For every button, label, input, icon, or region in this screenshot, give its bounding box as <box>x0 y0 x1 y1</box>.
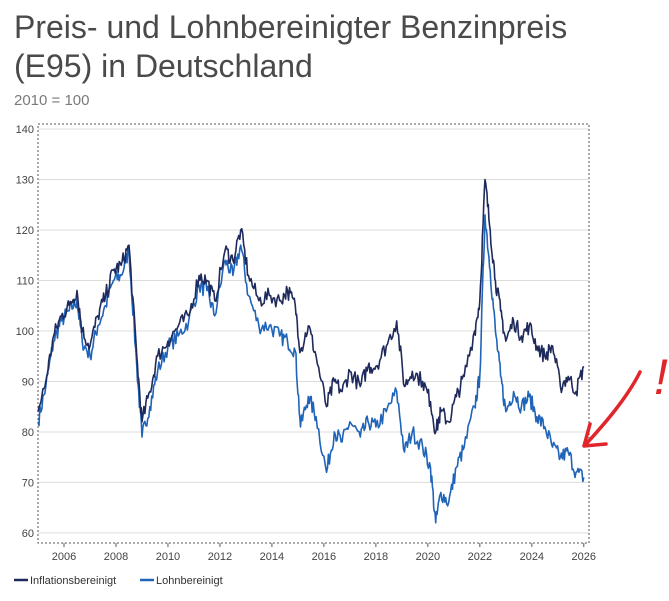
chart-subtitle: 2010 = 100 <box>14 92 90 109</box>
y-tick-label: 60 <box>22 528 34 540</box>
y-tick-label: 90 <box>22 376 34 388</box>
x-tick-label: 2008 <box>104 551 128 563</box>
annotation-exclamation: ! <box>654 349 668 405</box>
x-tick-label: 2022 <box>468 551 492 563</box>
y-tick-label: 130 <box>16 175 34 187</box>
y-tick-label: 70 <box>22 477 34 489</box>
series-line-inflationsbereinigt <box>37 178 585 435</box>
x-tick-label: 2014 <box>260 551 284 563</box>
x-tick-label: 2010 <box>156 551 180 563</box>
annotation-arrowhead-icon <box>582 422 608 448</box>
legend: Inflationsbereinigt Lohnbereinigt <box>14 575 223 587</box>
series-lines <box>37 178 585 524</box>
x-tick-label: 2012 <box>208 551 232 563</box>
x-axis: 2006 2008 2010 2012 2014 2016 2018 2020 2022 2024… <box>52 543 596 563</box>
x-tick-label: 2018 <box>364 551 388 563</box>
x-tick-label: 2026 <box>572 551 596 563</box>
chart-title: Preis- und Lohnbereinigter Benzinpreis (… <box>14 9 568 84</box>
x-tick-label: 2006 <box>52 551 76 563</box>
y-tick-label: 140 <box>16 124 34 136</box>
x-tick-label: 2020 <box>416 551 440 563</box>
y-axis: 60 70 80 90 100 110 120 130 140 <box>16 124 34 540</box>
y-tick-label: 80 <box>22 427 34 439</box>
y-tick-label: 110 <box>16 275 34 287</box>
y-tick-label: 100 <box>16 326 34 338</box>
grid-lines <box>38 128 589 534</box>
annotation: ! <box>582 349 668 448</box>
annotation-arrow-icon <box>585 370 642 445</box>
y-tick-label: 120 <box>16 225 34 237</box>
x-tick-label: 2016 <box>312 551 336 563</box>
x-tick-label: 2024 <box>520 551 544 563</box>
plot-frame <box>37 123 590 544</box>
legend-label: Inflationsbereinigt <box>30 575 116 587</box>
series-line-lohnbereinigt <box>37 214 585 524</box>
legend-label: Lohnbereinigt <box>156 575 223 587</box>
